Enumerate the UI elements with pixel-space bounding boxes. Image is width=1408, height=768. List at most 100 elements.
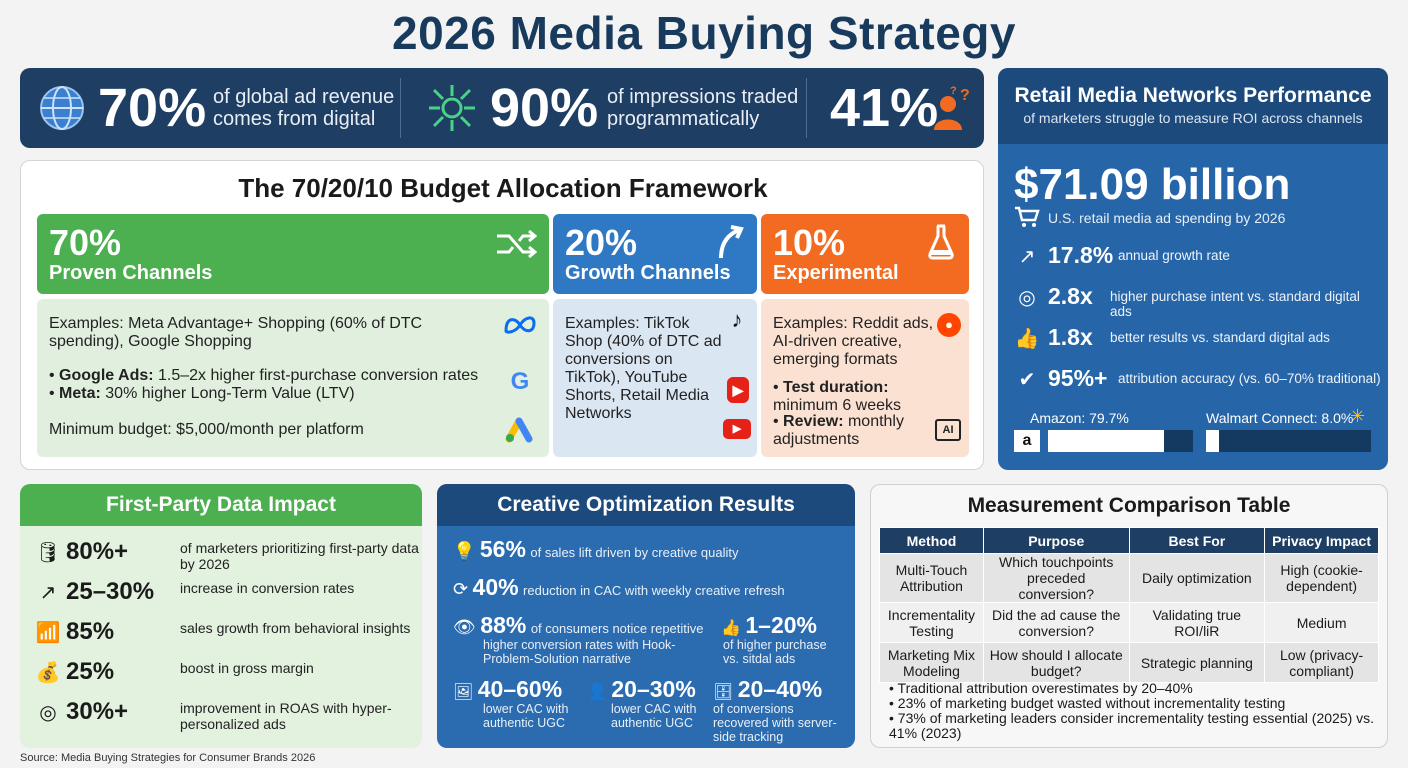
list-item: Traditional attribution overestimates by…: [889, 681, 1379, 696]
svg-text:?: ?: [950, 85, 957, 97]
table-cell: Medium: [1264, 602, 1379, 643]
table-row: Marketing Mix Modeling How should I allo…: [879, 642, 1379, 683]
svg-text:?: ?: [960, 87, 970, 104]
retail-media-header: Retail Media Networks Performance of mar…: [998, 68, 1388, 144]
bullet-bold: Meta:: [59, 385, 101, 402]
creative-optimization-panel: Creative Optimization Results 💡 56% of s…: [437, 484, 855, 748]
walmart-spark-icon: ✳: [1350, 406, 1366, 426]
thumbs-up-icon: 👍: [1014, 328, 1040, 350]
walmart-share-label: Walmart Connect: 8.0%: [1206, 410, 1354, 426]
bullet-bold: Review:: [783, 413, 844, 430]
retail-stat-value: 2.8x: [1048, 283, 1093, 309]
shuffle-icon: [497, 229, 537, 259]
creative-row: 🖼 40–60% lower CAC with authentic UGC: [453, 676, 593, 730]
creative-text: of sales lift driven by creative quality: [530, 545, 739, 560]
proven-channels-body: Examples: Meta Advantage+ Shopping (60% …: [37, 299, 549, 457]
retail-media-subtitle: of marketers struggle to measure ROI acr…: [1023, 110, 1363, 126]
shopping-cart-icon: [1015, 206, 1040, 227]
column-header: Privacy Impact: [1264, 527, 1379, 554]
experimental-label: Experimental: [773, 262, 899, 284]
bullet-bold: Google Ads:: [59, 367, 154, 384]
experimental-header: 10% Experimental: [761, 214, 969, 294]
retail-stat-value: 1.8x: [1048, 324, 1093, 350]
proven-bullet-google: • Google Ads: 1.5–2x higher first-purcha…: [49, 367, 479, 384]
budget-framework-panel: The 70/20/10 Budget Allocation Framework…: [20, 160, 984, 470]
source-note: Source: Media Buying Strategies for Cons…: [20, 752, 316, 764]
column-header: Best For: [1128, 527, 1266, 554]
first-party-data-title: First-Party Data Impact: [20, 484, 422, 526]
first-party-text: of marketers prioritizing first-party da…: [180, 540, 419, 572]
proven-examples: Examples: Meta Advantage+ Shopping (60% …: [49, 315, 423, 350]
thumbs-up-icon: 👍: [721, 620, 741, 637]
reddit-logo-icon: ●: [937, 313, 961, 337]
trend-up-icon: ↗: [39, 582, 57, 604]
retail-stat-row: ◎ 2.8x higher purchase intent vs. standa…: [1014, 283, 1384, 319]
creative-value: 40–60%: [477, 676, 563, 702]
list-item: 73% of marketing leaders consider increm…: [889, 711, 1379, 741]
creative-row: 💡 56% of sales lift driven by creative q…: [453, 536, 843, 563]
database-icon: 🛢: [35, 542, 61, 564]
list-item: 23% of marketing budget wasted without i…: [889, 696, 1379, 711]
creative-value: 88%: [480, 612, 527, 638]
bullet-text: minimum 6 weeks: [773, 397, 902, 414]
growth-examples: Examples: TikTok Shop (40% of DTC ad con…: [565, 315, 722, 422]
trend-up-icon: ↗: [1018, 246, 1036, 268]
eye-icon: 👁: [453, 617, 476, 637]
creative-value: 40%: [472, 574, 519, 600]
table-row: Multi-Touch Attribution Which touchpoint…: [879, 553, 1379, 603]
money-bag-icon: 💰: [35, 662, 61, 684]
network-icon: [429, 85, 475, 131]
divider: [806, 78, 807, 138]
stat-text-line: programmatically: [607, 108, 760, 130]
amazon-logo-icon: a: [1014, 430, 1040, 452]
youtube-shorts-logo-icon: ▶: [727, 377, 749, 403]
creative-text: of consumers notice repetitive: [530, 621, 704, 636]
experimental-pct: 10%: [773, 222, 846, 263]
stat-value-digital-revenue: 70%: [98, 78, 207, 138]
first-party-row: ↗ 25–30% increase in conversion rates: [34, 576, 414, 610]
proven-minimum-budget: Minimum budget: $5,000/month per platfor…: [49, 421, 364, 438]
retail-stat-row: 👍 1.8x better results vs. standard digit…: [1014, 324, 1384, 354]
first-party-row: 📶 85% sales growth from behavioral insig…: [34, 616, 414, 650]
retail-media-panel: Retail Media Networks Performance of mar…: [998, 68, 1388, 470]
person-question-icon: ? ?: [934, 85, 970, 130]
table-cell: Did the ad cause the conversion?: [982, 602, 1130, 643]
stat-text-line: of global ad revenue: [213, 86, 395, 108]
bullet-text: monthly adjustments: [773, 413, 904, 448]
creative-row: 👍 1–20% of higher purchase vs. sitdal ad…: [721, 612, 841, 666]
image-gallery-icon: 🖼: [453, 684, 474, 701]
proven-pct: 70%: [49, 222, 122, 263]
proven-channels-header: 70% Proven Channels: [37, 214, 549, 294]
table-header-row: Method Purpose Best For Privacy Impact: [879, 527, 1379, 554]
tiktok-logo-icon: ♪: [731, 307, 743, 332]
retail-stat-text: better results vs. standard digital ads: [1110, 330, 1330, 345]
walmart-share-fill: [1206, 430, 1220, 452]
first-party-value: 25–30%: [66, 578, 155, 605]
creative-row: 👁 88% of consumers notice repetitive hig…: [453, 612, 723, 666]
walmart-share-bar: [1206, 430, 1371, 452]
target-icon: ◎: [1018, 287, 1036, 309]
table-row: Incrementality Testing Did the ad cause …: [879, 602, 1379, 643]
first-party-value: 85%: [66, 618, 115, 645]
retail-stat-text: higher purchase intent vs. standard digi…: [1110, 289, 1360, 319]
table-cell: How should I allocate budget?: [982, 642, 1130, 683]
retail-media-title: Retail Media Networks Performance: [1014, 84, 1372, 107]
first-party-row: 💰 25% boost in gross margin: [34, 656, 414, 690]
column-header: Purpose: [982, 527, 1130, 554]
growth-pct: 20%: [565, 222, 638, 263]
google-ads-logo-icon: [505, 417, 533, 443]
bullet-text: 1.5–2x higher first-purchase conversion …: [153, 367, 479, 384]
proven-label: Proven Channels: [49, 262, 213, 284]
creative-value: 1–20%: [745, 612, 817, 638]
experimental-bullet-test: • Test duration: minimum 6 weeks: [773, 379, 902, 414]
creative-text: reduction in CAC with weekly creative re…: [523, 583, 785, 598]
creative-value: 20–30%: [611, 676, 696, 702]
experimental-examples: Examples: Reddit ads, AI-driven creative…: [773, 315, 934, 368]
retail-stat-row: ✔ 95%+ attribution accuracy (vs. 60–70% …: [1014, 365, 1384, 395]
check-badge-icon: ✔: [1018, 369, 1036, 391]
table-cell: Which touchpoints preceded conversion?: [982, 553, 1130, 603]
retail-stat-row: ↗ 17.8% annual growth rate: [1014, 242, 1384, 272]
target-icon: ◎: [39, 702, 57, 724]
first-party-text: increase in conversion rates: [180, 580, 355, 596]
stat-value-programmatic: 90%: [490, 78, 599, 138]
